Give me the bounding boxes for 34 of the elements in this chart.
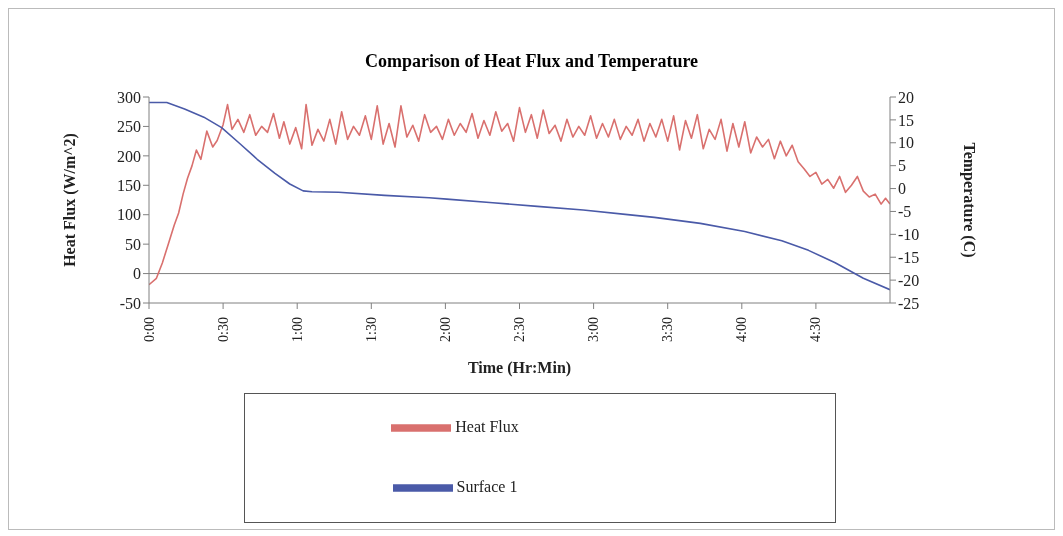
y2-tick-label: 20 xyxy=(898,88,914,106)
y2-tick-label: -10 xyxy=(898,226,920,244)
x-tick-label: 4:30 xyxy=(808,317,824,342)
y-tick-label: 150 xyxy=(117,176,141,194)
x-tick-label: 3:00 xyxy=(586,317,602,342)
y-tick-label: 300 xyxy=(117,88,141,106)
y2-tick-label: 0 xyxy=(898,180,906,198)
y2-tick-label: 10 xyxy=(898,134,914,152)
y-tick-label: 250 xyxy=(117,118,141,136)
x-tick-label: 2:00 xyxy=(437,317,453,342)
x-axis-title: Time (Hr:Min) xyxy=(467,359,572,377)
y2-axis-title: Temperature (C) xyxy=(960,142,979,258)
y2-tick-label: 15 xyxy=(898,111,914,129)
y2-tick-label: -15 xyxy=(898,248,920,266)
x-tick-label: 0:00 xyxy=(141,317,157,342)
y2-tick-label: -5 xyxy=(898,203,912,221)
legend-label: Surface 1 xyxy=(456,477,518,495)
y-tick-label: 0 xyxy=(133,265,141,283)
y-axis-title: Heat Flux (W/m^2) xyxy=(60,133,79,267)
x-tick-label: 1:30 xyxy=(363,317,379,342)
y-tick-label: -50 xyxy=(119,294,141,312)
x-tick-label: 4:00 xyxy=(734,317,750,342)
x-tick-label: 3:30 xyxy=(660,317,676,342)
y-tick-label: 50 xyxy=(125,235,141,253)
x-tick-label: 0:30 xyxy=(215,317,231,342)
y2-tick-label: -25 xyxy=(898,294,920,312)
x-tick-label: 2:30 xyxy=(512,317,527,342)
chart-title: Comparison of Heat Flux and Temperature xyxy=(363,50,700,73)
y2-tick-label: -20 xyxy=(898,271,920,289)
x-tick-label: 1:00 xyxy=(289,317,305,342)
y2-tick-label: 5 xyxy=(898,157,906,175)
y-tick-label: 100 xyxy=(117,206,141,224)
y-tick-label: 200 xyxy=(117,147,141,165)
legend-label: Heat Flux xyxy=(455,417,519,435)
